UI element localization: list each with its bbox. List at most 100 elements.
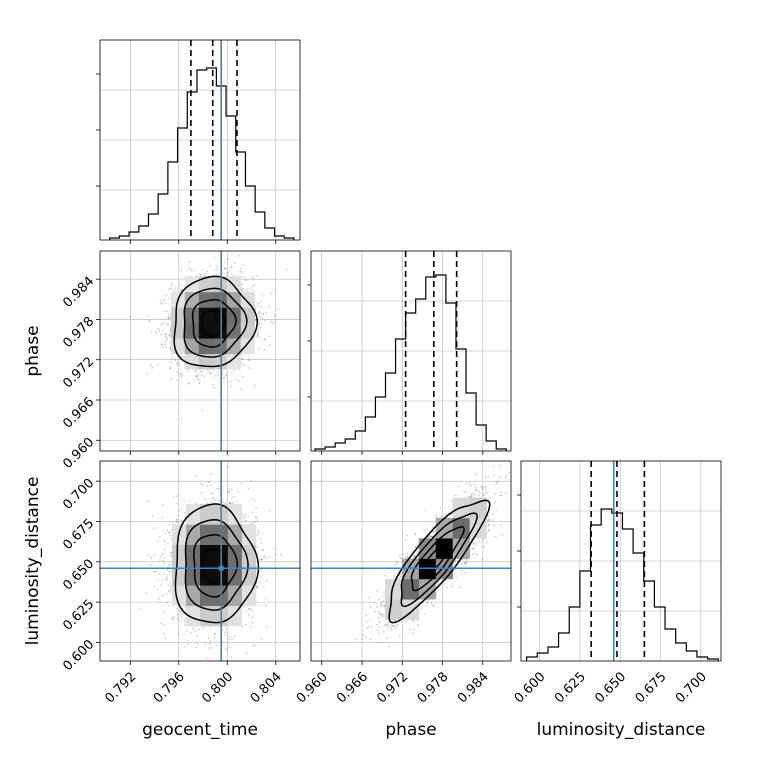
sample-point xyxy=(251,522,254,524)
sample-point xyxy=(176,515,179,517)
sample-point xyxy=(196,378,198,381)
sample-point xyxy=(168,314,170,316)
sample-point xyxy=(277,308,279,311)
sample-point xyxy=(212,383,214,386)
sample-point xyxy=(206,270,208,273)
sample-point xyxy=(239,388,242,390)
sample-point xyxy=(200,492,203,494)
density-cell xyxy=(226,353,241,370)
sample-point xyxy=(150,556,153,559)
sample-point xyxy=(176,618,179,620)
sample-point xyxy=(251,616,253,619)
sample-point xyxy=(209,640,211,642)
sample-point xyxy=(249,287,251,290)
sample-point xyxy=(239,268,242,270)
sample-point xyxy=(195,502,198,505)
histogram-luminosity_distance xyxy=(526,508,719,661)
sample-point xyxy=(221,629,224,631)
sample-point xyxy=(157,328,160,330)
contour-level-1 xyxy=(183,287,248,358)
sample-point xyxy=(248,357,250,360)
sample-point xyxy=(248,367,251,369)
sample-point xyxy=(169,341,171,343)
sample-point xyxy=(139,608,142,610)
sample-point xyxy=(207,371,210,373)
sample-point xyxy=(244,623,247,626)
sample-point xyxy=(215,265,218,267)
sample-point xyxy=(261,293,264,295)
sample-point xyxy=(170,284,173,287)
sample-point xyxy=(257,532,260,535)
sample-point xyxy=(148,320,150,322)
sample-point xyxy=(237,490,239,493)
sample-point xyxy=(268,305,271,308)
sample-point xyxy=(195,369,197,371)
sample-point xyxy=(156,588,159,590)
sample-point xyxy=(260,323,263,326)
sample-point xyxy=(174,359,177,361)
sample-point xyxy=(256,585,259,587)
sample-point xyxy=(233,495,235,498)
sample-point xyxy=(199,370,202,373)
density-cell xyxy=(226,322,241,339)
sample-point xyxy=(204,272,206,275)
marginal-phase xyxy=(311,251,511,451)
sample-point xyxy=(161,516,164,519)
sample-point xyxy=(229,269,231,272)
sample-point xyxy=(247,487,250,490)
sample-point xyxy=(166,568,169,571)
sample-point xyxy=(200,273,202,276)
sample-point xyxy=(229,502,232,505)
sample-point xyxy=(219,488,221,491)
sample-point xyxy=(261,558,264,561)
sample-point xyxy=(195,375,197,378)
sample-point xyxy=(254,516,257,518)
sample-point xyxy=(171,618,174,621)
sample-point xyxy=(160,323,163,326)
sample-point xyxy=(187,382,190,384)
sample-point xyxy=(202,269,205,271)
sample-point xyxy=(224,631,226,633)
sample-point xyxy=(164,637,167,639)
sample-point xyxy=(169,366,172,369)
sample-point xyxy=(255,274,258,277)
sample-point xyxy=(247,666,249,668)
sample-point xyxy=(273,288,275,291)
sample-point xyxy=(241,283,243,286)
marginal-phase-frame xyxy=(310,250,512,452)
sample-point xyxy=(258,323,261,325)
sample-point xyxy=(196,643,199,645)
sample-point xyxy=(184,606,186,608)
sample-point xyxy=(212,492,214,495)
sample-point xyxy=(201,370,204,373)
sample-point xyxy=(252,645,254,647)
sample-point xyxy=(209,493,212,495)
sample-point xyxy=(256,545,259,548)
sample-point xyxy=(165,294,167,297)
sample-point xyxy=(214,499,216,502)
sample-point xyxy=(180,507,183,510)
sample-point xyxy=(177,633,180,635)
sample-point xyxy=(150,330,153,333)
sample-point xyxy=(210,484,212,486)
sample-point xyxy=(243,276,246,279)
sample-point xyxy=(257,313,259,315)
contour-level-0 xyxy=(173,275,258,368)
sample-point xyxy=(160,622,162,625)
sample-point xyxy=(175,521,178,523)
sample-point xyxy=(224,261,226,264)
sample-point xyxy=(159,573,161,575)
sample-point xyxy=(231,371,233,374)
sample-point xyxy=(236,501,238,503)
sample-point xyxy=(180,290,182,293)
contour-level-3 xyxy=(200,309,227,338)
sample-point xyxy=(217,373,220,376)
sample-point xyxy=(190,269,193,271)
sample-point xyxy=(184,624,186,626)
sample-point xyxy=(207,485,209,487)
sample-point xyxy=(242,513,244,516)
sample-point xyxy=(176,371,178,374)
sample-point xyxy=(242,264,245,266)
sample-point xyxy=(201,374,203,377)
sample-point xyxy=(259,569,262,571)
